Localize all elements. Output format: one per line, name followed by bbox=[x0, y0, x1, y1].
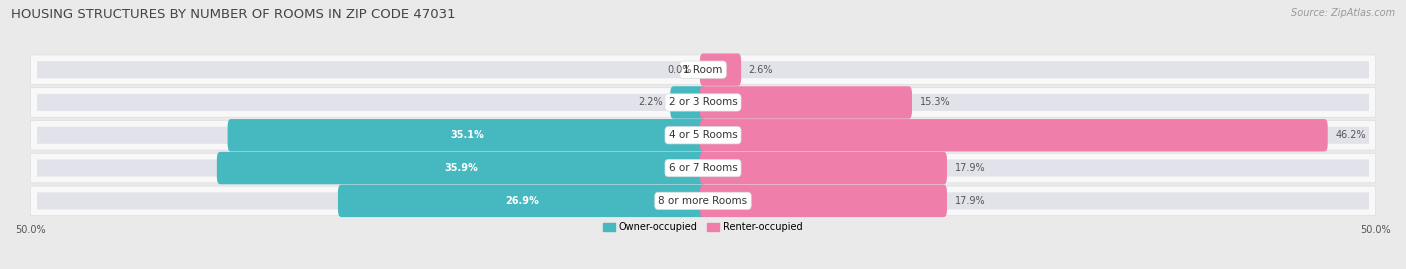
Text: 6 or 7 Rooms: 6 or 7 Rooms bbox=[669, 163, 737, 173]
Text: 35.9%: 35.9% bbox=[444, 163, 478, 173]
FancyBboxPatch shape bbox=[700, 152, 948, 184]
FancyBboxPatch shape bbox=[31, 153, 1375, 183]
Text: 1 Room: 1 Room bbox=[683, 65, 723, 75]
Text: 26.9%: 26.9% bbox=[505, 196, 538, 206]
FancyBboxPatch shape bbox=[703, 94, 1369, 111]
Text: HOUSING STRUCTURES BY NUMBER OF ROOMS IN ZIP CODE 47031: HOUSING STRUCTURES BY NUMBER OF ROOMS IN… bbox=[11, 8, 456, 21]
Text: 46.2%: 46.2% bbox=[1336, 130, 1367, 140]
FancyBboxPatch shape bbox=[700, 119, 1327, 151]
Text: Source: ZipAtlas.com: Source: ZipAtlas.com bbox=[1291, 8, 1395, 18]
Text: 2.6%: 2.6% bbox=[749, 65, 773, 75]
FancyBboxPatch shape bbox=[671, 86, 706, 119]
Text: 15.3%: 15.3% bbox=[920, 97, 950, 107]
FancyBboxPatch shape bbox=[703, 127, 1369, 144]
FancyBboxPatch shape bbox=[37, 94, 703, 111]
FancyBboxPatch shape bbox=[703, 160, 1369, 176]
FancyBboxPatch shape bbox=[37, 160, 703, 176]
Text: 8 or more Rooms: 8 or more Rooms bbox=[658, 196, 748, 206]
Text: 35.1%: 35.1% bbox=[450, 130, 484, 140]
FancyBboxPatch shape bbox=[31, 121, 1375, 150]
FancyBboxPatch shape bbox=[31, 186, 1375, 216]
FancyBboxPatch shape bbox=[37, 192, 703, 209]
FancyBboxPatch shape bbox=[31, 88, 1375, 117]
Text: 2.2%: 2.2% bbox=[638, 97, 662, 107]
Text: 2 or 3 Rooms: 2 or 3 Rooms bbox=[669, 97, 737, 107]
FancyBboxPatch shape bbox=[31, 55, 1375, 84]
FancyBboxPatch shape bbox=[700, 54, 741, 86]
FancyBboxPatch shape bbox=[228, 119, 706, 151]
Text: 17.9%: 17.9% bbox=[955, 196, 986, 206]
FancyBboxPatch shape bbox=[700, 86, 912, 119]
FancyBboxPatch shape bbox=[37, 127, 703, 144]
FancyBboxPatch shape bbox=[703, 61, 1369, 78]
FancyBboxPatch shape bbox=[703, 192, 1369, 209]
Text: 17.9%: 17.9% bbox=[955, 163, 986, 173]
Legend: Owner-occupied, Renter-occupied: Owner-occupied, Renter-occupied bbox=[599, 218, 807, 236]
FancyBboxPatch shape bbox=[337, 185, 706, 217]
FancyBboxPatch shape bbox=[700, 185, 948, 217]
FancyBboxPatch shape bbox=[217, 152, 706, 184]
FancyBboxPatch shape bbox=[37, 61, 703, 78]
Text: 0.0%: 0.0% bbox=[668, 65, 692, 75]
Text: 4 or 5 Rooms: 4 or 5 Rooms bbox=[669, 130, 737, 140]
